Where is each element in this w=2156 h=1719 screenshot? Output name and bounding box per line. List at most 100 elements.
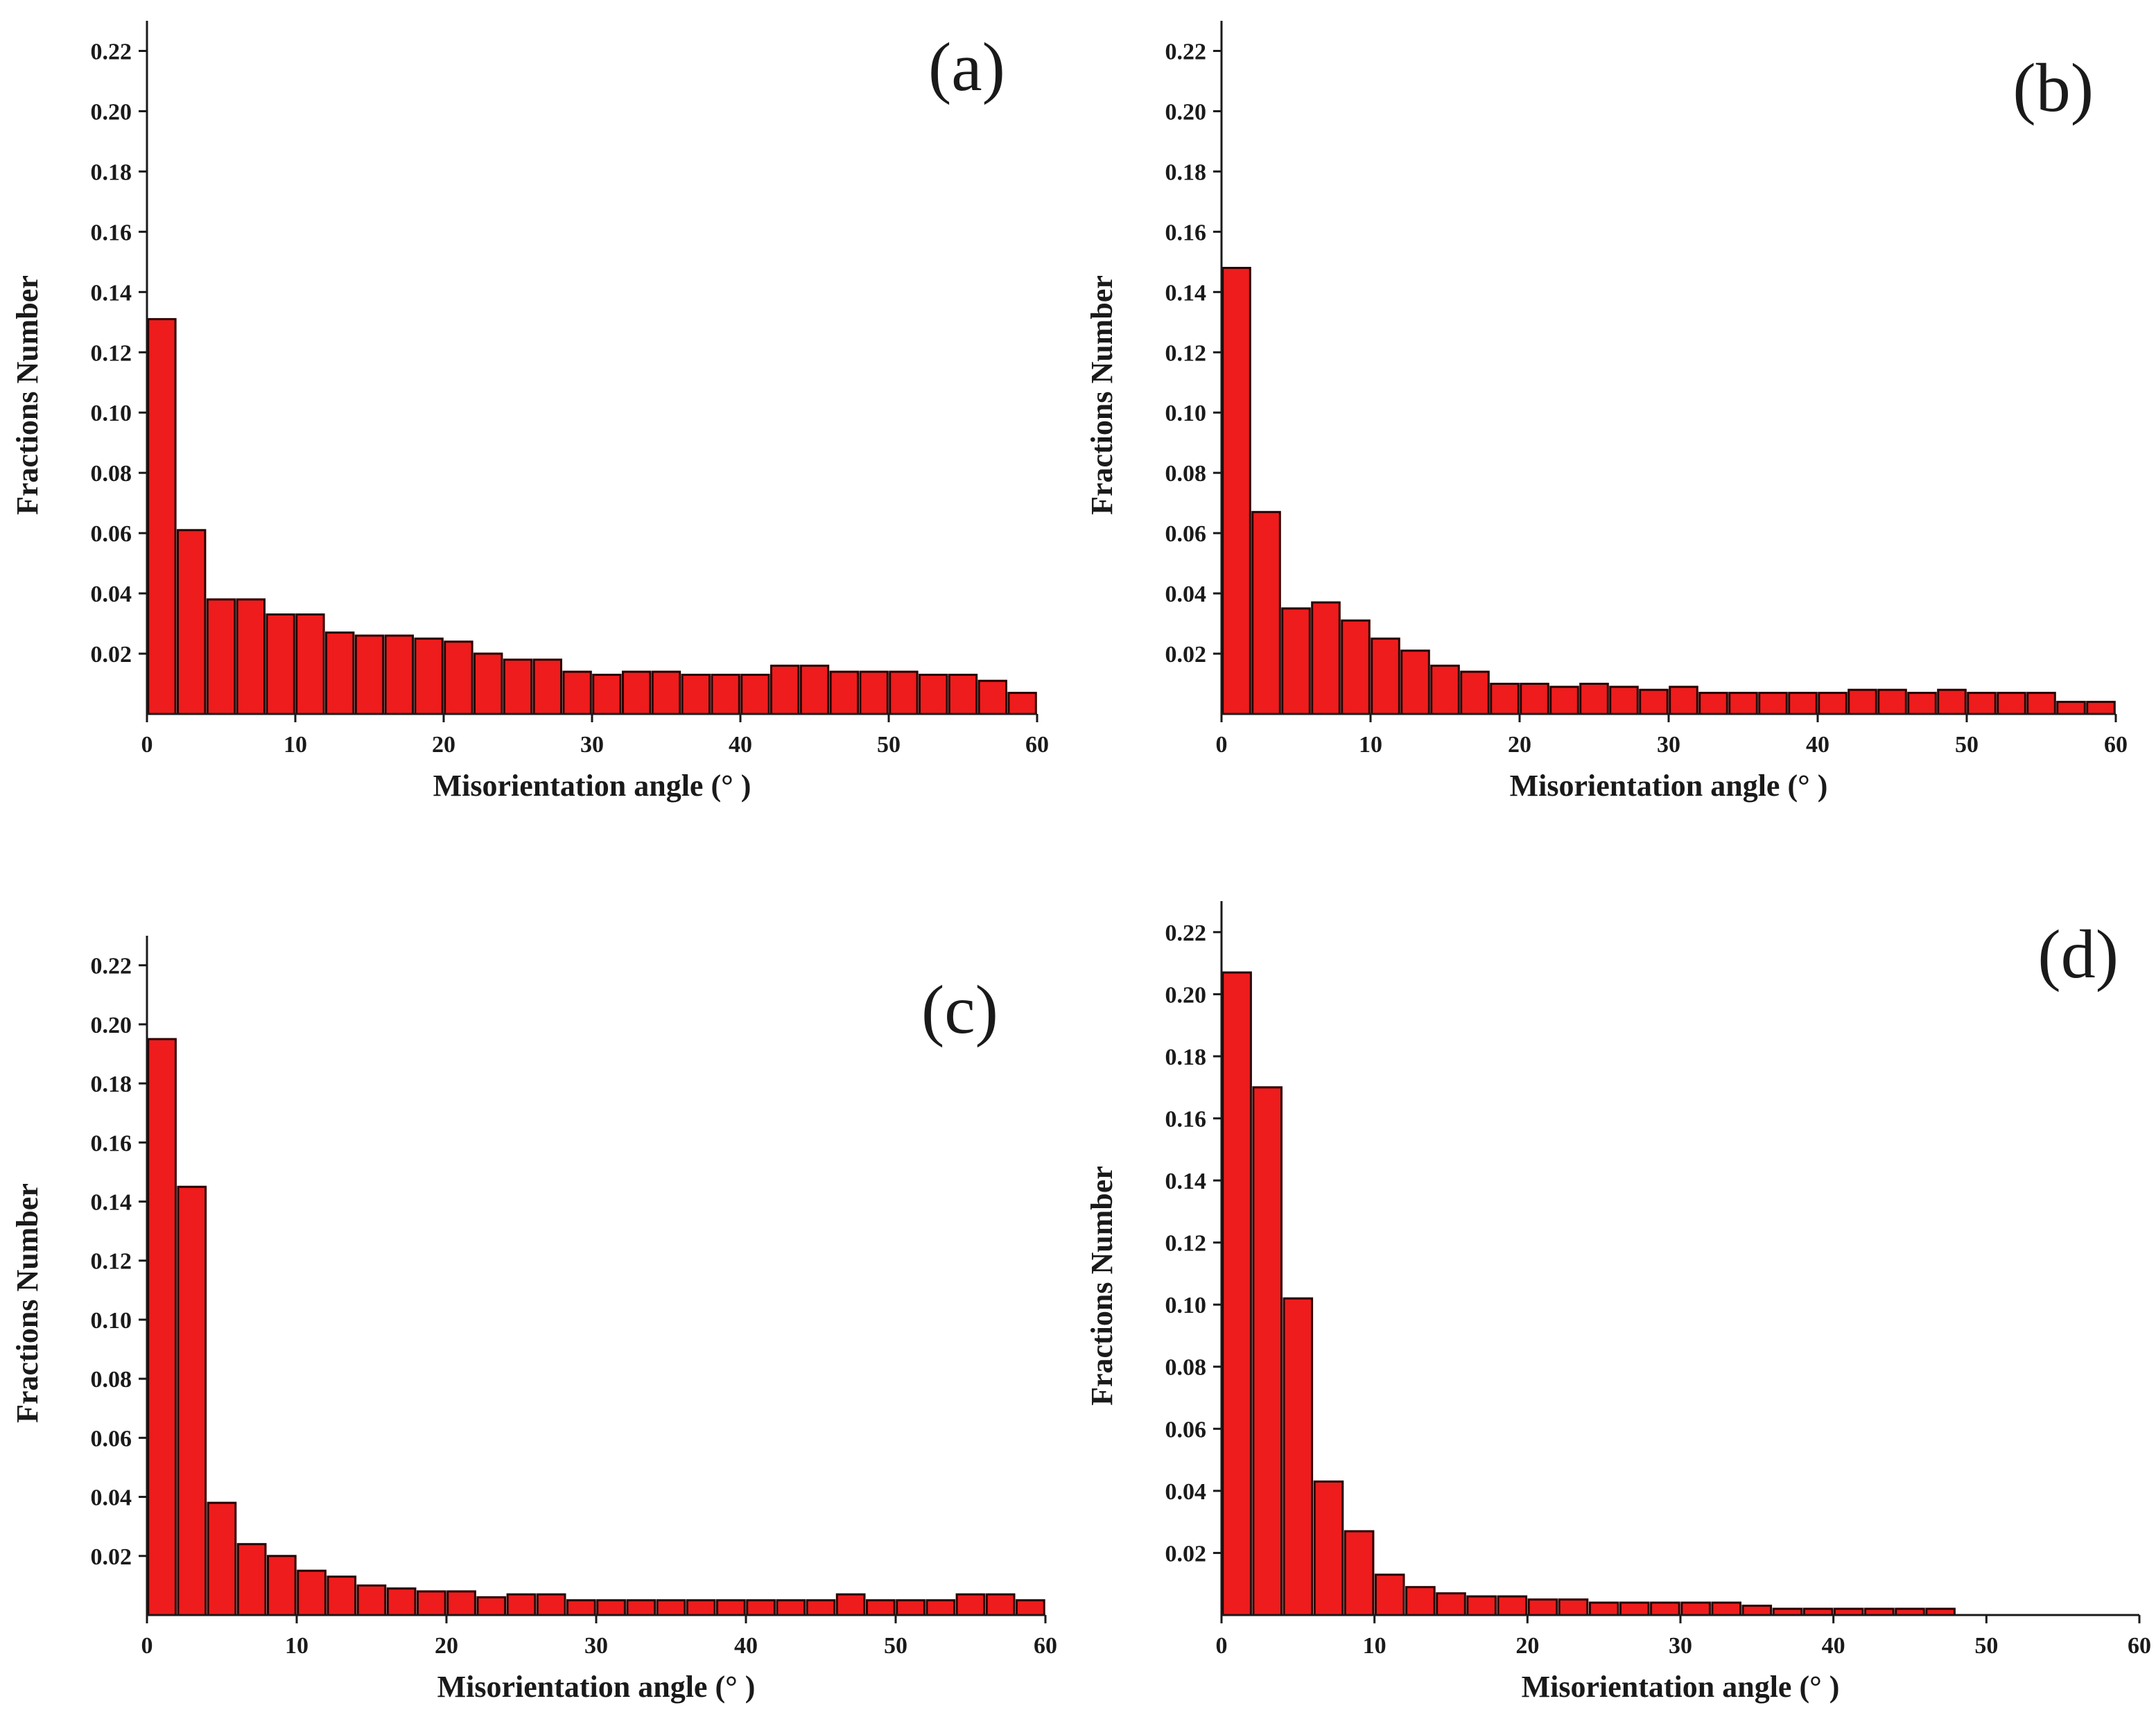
y-tick-label-a-5: 0.12 [91, 340, 132, 366]
x-tick-label-a-5: 50 [877, 732, 901, 758]
x-tick-label-b-3: 30 [1657, 732, 1680, 758]
bar-a-25 [889, 670, 919, 715]
bar-d-13 [1619, 1601, 1650, 1616]
bar-d-6 [1405, 1586, 1436, 1616]
bar-c-23 [835, 1593, 866, 1616]
bar-a-9 [414, 637, 444, 715]
x-tick-label-a-2: 20 [432, 732, 455, 758]
bar-a-10 [444, 640, 473, 715]
bar-a-21 [770, 664, 800, 715]
y-axis-label-b: Fractions Number [1085, 275, 1119, 515]
bar-c-26 [925, 1599, 956, 1616]
x-tick-label-d-2: 20 [1515, 1633, 1539, 1659]
y-tick-label-c-10: 0.22 [91, 954, 132, 979]
bar-a-3 [236, 598, 266, 715]
y-tick-label-b-6: 0.14 [1165, 280, 1207, 306]
bar-a-5 [295, 613, 325, 715]
bar-b-25 [1967, 692, 1997, 715]
bar-b-9 [1490, 683, 1520, 715]
y-tick-label-b-3: 0.08 [1165, 461, 1207, 487]
y-tick-label-b-10: 0.22 [1165, 39, 1207, 64]
bar-a-26 [919, 674, 948, 715]
x-tick-label-a-6: 60 [1025, 732, 1049, 758]
bar-a-0 [147, 317, 177, 715]
bar-d-8 [1466, 1595, 1497, 1616]
y-tick-label-a-1: 0.04 [91, 582, 132, 607]
y-tick-label-b-5: 0.12 [1165, 340, 1207, 366]
bar-a-19 [711, 674, 740, 715]
y-tick-label-a-6: 0.14 [91, 280, 132, 306]
bar-c-10 [446, 1590, 476, 1616]
bar-a-17 [651, 670, 681, 715]
x-tick-label-d-4: 40 [1822, 1633, 1845, 1659]
bar-a-29 [1007, 692, 1037, 715]
bar-b-6 [1400, 649, 1430, 715]
bar-a-4 [266, 613, 295, 715]
bar-a-7 [354, 634, 385, 715]
bar-c-18 [686, 1599, 716, 1616]
y-tick-label-c-4: 0.10 [91, 1308, 132, 1334]
y-tick-label-b-8: 0.18 [1165, 159, 1207, 185]
y-tick-label-d-9: 0.20 [1165, 982, 1207, 1008]
bar-d-17 [1741, 1605, 1773, 1616]
bar-c-17 [656, 1599, 686, 1616]
bar-b-10 [1520, 683, 1549, 715]
bar-b-15 [1669, 686, 1698, 715]
bar-c-11 [476, 1596, 507, 1616]
y-tick-label-c-1: 0.04 [91, 1485, 132, 1511]
bar-c-15 [596, 1599, 626, 1616]
bar-d-14 [1650, 1601, 1680, 1616]
bar-c-6 [327, 1576, 357, 1616]
y-tick-label-d-5: 0.12 [1165, 1231, 1207, 1257]
x-tick-label-c-1: 10 [285, 1633, 308, 1659]
bar-b-19 [1788, 692, 1818, 715]
y-tick-label-c-6: 0.14 [91, 1189, 132, 1215]
x-axis-label-a: Misorientation angle (° ) [433, 769, 751, 803]
x-tick-label-b-5: 50 [1955, 732, 1979, 758]
x-tick-label-c-2: 20 [435, 1633, 458, 1659]
bar-c-29 [1016, 1599, 1045, 1616]
bar-b-11 [1549, 686, 1579, 715]
y-tick-label-b-9: 0.20 [1165, 99, 1207, 125]
bar-d-10 [1527, 1598, 1558, 1616]
bar-d-5 [1374, 1573, 1405, 1616]
bar-c-13 [536, 1593, 566, 1616]
y-tick-label-a-2: 0.06 [91, 521, 132, 547]
bar-b-1 [1251, 511, 1281, 715]
bar-a-11 [473, 652, 503, 715]
bar-b-17 [1728, 692, 1758, 715]
y-tick-label-c-0: 0.02 [91, 1544, 132, 1570]
bar-a-12 [503, 658, 533, 715]
x-tick-label-c-0: 0 [141, 1633, 153, 1659]
x-tick-label-b-6: 60 [2104, 732, 2128, 758]
x-tick-label-c-5: 50 [884, 1633, 907, 1659]
bar-b-28 [2056, 701, 2086, 715]
y-tick-label-c-7: 0.16 [91, 1131, 132, 1156]
y-tick-label-d-7: 0.16 [1165, 1106, 1207, 1132]
bar-a-24 [859, 670, 889, 715]
bar-c-21 [776, 1599, 806, 1616]
bar-d-4 [1344, 1530, 1375, 1616]
x-tick-label-a-0: 0 [141, 732, 153, 758]
bar-a-15 [592, 674, 622, 715]
x-tick-label-d-5: 50 [1974, 1633, 1998, 1659]
y-tick-label-a-8: 0.18 [91, 159, 132, 185]
bar-a-22 [799, 664, 830, 715]
bar-a-16 [622, 670, 652, 715]
x-tick-label-b-2: 20 [1508, 732, 1531, 758]
bar-b-3 [1311, 601, 1341, 715]
bar-b-18 [1758, 692, 1788, 715]
y-tick-label-c-3: 0.08 [91, 1367, 132, 1393]
bar-c-14 [566, 1599, 596, 1616]
bar-c-0 [147, 1038, 177, 1616]
bar-d-7 [1436, 1592, 1466, 1616]
bar-d-0 [1222, 971, 1252, 1616]
bar-c-2 [207, 1501, 237, 1616]
x-tick-label-b-1: 10 [1359, 732, 1382, 758]
bar-a-14 [562, 670, 592, 715]
bar-b-24 [1937, 688, 1967, 715]
bar-a-13 [532, 658, 562, 715]
bar-c-12 [506, 1593, 537, 1616]
bar-c-22 [806, 1599, 836, 1616]
